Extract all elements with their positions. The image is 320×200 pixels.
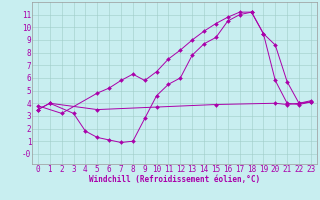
X-axis label: Windchill (Refroidissement éolien,°C): Windchill (Refroidissement éolien,°C) <box>89 175 260 184</box>
